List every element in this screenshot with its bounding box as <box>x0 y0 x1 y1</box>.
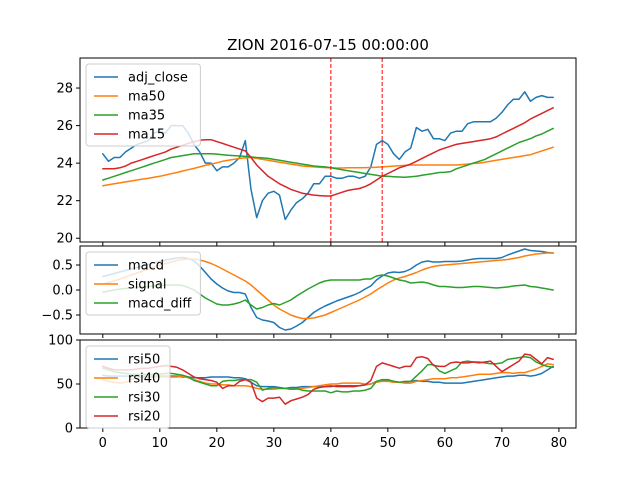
y-tick-label-macd: 0.0 <box>52 284 73 299</box>
x-tick-label: 40 <box>323 436 340 451</box>
axes-frame-price <box>79 57 577 243</box>
legend-label-ma50: ma50 <box>128 90 165 105</box>
legend-label-rsi50: rsi50 <box>128 353 160 368</box>
panel-price: 20 22 24 26 28 adj_close ma50 ma35 ma15 <box>56 57 577 247</box>
legend-label-rsi40: rsi40 <box>128 372 160 387</box>
series-group-rsi <box>102 353 554 405</box>
series-line-rsi40 <box>102 363 554 391</box>
legend-label-signal: signal <box>128 278 166 293</box>
legend-label-rsi20: rsi20 <box>128 410 160 425</box>
y-tick-label-rsi: 100 <box>48 334 73 349</box>
x-tick-label: 80 <box>551 436 568 451</box>
y-tick-label-macd: 0.5 <box>52 259 73 274</box>
legend-price: adj_close ma50 ma35 ma15 <box>85 63 201 147</box>
legend-label-adj_close: adj_close <box>128 71 188 86</box>
y-tick-label-macd: −0.5 <box>41 309 73 324</box>
legend-label-macd_diff: macd_diff <box>128 297 192 312</box>
x-tick-label: 20 <box>209 436 226 451</box>
series-line-rsi20 <box>102 353 554 405</box>
x-tick-label: 50 <box>380 436 397 451</box>
y-tick-label-price: 24 <box>56 157 73 172</box>
legend-macd: macd signal macd_diff <box>85 251 201 316</box>
x-tick-label: 70 <box>494 436 511 451</box>
legend-label-ma15: ma15 <box>128 128 165 143</box>
chart-title: ZION 2016-07-15 00:00:00 <box>227 36 429 54</box>
legend-box <box>85 345 171 429</box>
legend-label-ma35: ma35 <box>128 109 165 124</box>
y-tick-label-price: 22 <box>56 194 73 209</box>
y-tick-label-price: 20 <box>56 232 73 247</box>
legend-box <box>85 63 201 147</box>
legend-label-rsi30: rsi30 <box>128 391 160 406</box>
y-tick-label-price: 26 <box>56 119 73 134</box>
y-tick-label-price: 28 <box>56 82 73 97</box>
x-tick-label: 0 <box>99 436 107 451</box>
x-tick-label: 10 <box>152 436 169 451</box>
panels: 20 22 24 26 28 adj_close ma50 ma35 ma15 −0.5 0.0 0.… <box>41 57 577 451</box>
series-line-ma15 <box>102 107 554 197</box>
panel-macd: −0.5 0.0 0.5 macd signal macd_diff <box>41 245 577 338</box>
legend-label-macd: macd <box>128 259 164 274</box>
y-tick-label-rsi: 50 <box>56 378 73 393</box>
x-tick-label: 30 <box>266 436 283 451</box>
legend-rsi: rsi50 rsi40 rsi30 rsi20 <box>85 345 171 429</box>
series-line-ma35 <box>102 127 554 181</box>
y-tick-label-rsi: 0 <box>65 422 73 437</box>
x-tick-label: 60 <box>437 436 454 451</box>
legend-box <box>85 251 201 316</box>
